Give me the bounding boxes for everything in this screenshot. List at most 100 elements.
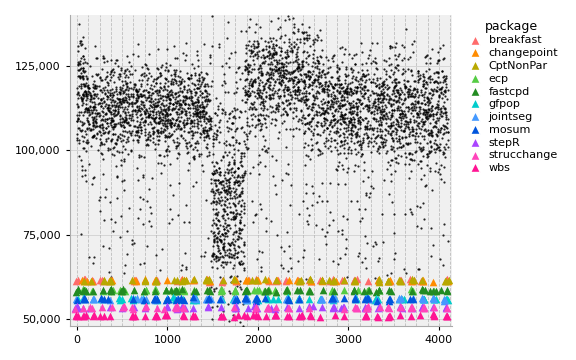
Point <box>293 97 302 103</box>
Point <box>338 102 347 108</box>
Point <box>433 80 442 86</box>
Point <box>441 305 450 310</box>
Point <box>121 80 130 85</box>
Point <box>146 82 156 88</box>
Point <box>253 297 263 303</box>
Point <box>84 119 93 125</box>
Point <box>214 218 223 224</box>
Point <box>255 111 264 117</box>
Point <box>101 186 110 192</box>
Point <box>391 121 400 127</box>
Point <box>362 67 372 73</box>
Point <box>356 141 365 147</box>
Point <box>422 128 431 134</box>
Point <box>137 124 146 130</box>
Point <box>435 86 444 91</box>
Point <box>432 60 441 66</box>
Point <box>294 296 304 301</box>
Point <box>252 21 261 27</box>
Point <box>288 68 297 74</box>
Point <box>393 117 402 123</box>
Point <box>353 109 362 115</box>
Point <box>260 148 270 154</box>
Point <box>372 148 381 154</box>
Point <box>293 79 302 85</box>
Point <box>382 71 391 77</box>
Point <box>367 183 376 189</box>
Point <box>137 130 146 136</box>
Point <box>358 77 367 83</box>
Point <box>329 278 338 284</box>
Point <box>404 161 413 167</box>
Point <box>79 305 88 311</box>
Point <box>90 83 100 89</box>
Point <box>79 121 88 127</box>
Point <box>206 60 215 66</box>
Point <box>250 76 259 82</box>
Point <box>236 159 245 165</box>
Point <box>363 123 372 129</box>
Point <box>338 44 347 50</box>
Point <box>239 241 248 247</box>
Point <box>230 151 239 157</box>
Point <box>442 313 452 319</box>
Point <box>338 277 347 283</box>
Point <box>206 83 215 89</box>
Point <box>81 89 90 95</box>
Point <box>420 305 429 311</box>
Point <box>307 116 316 122</box>
Point <box>135 112 145 118</box>
Point <box>262 77 271 83</box>
Point <box>167 124 176 130</box>
Point <box>385 313 395 319</box>
Point <box>330 81 339 87</box>
Point <box>168 107 177 113</box>
Point <box>82 92 91 98</box>
Point <box>431 104 441 110</box>
Point <box>168 81 177 87</box>
Point <box>131 97 141 103</box>
Point <box>301 103 310 108</box>
Point <box>344 109 354 115</box>
Point <box>308 107 317 113</box>
Point <box>384 123 393 129</box>
Point <box>340 89 350 94</box>
Point <box>120 120 129 125</box>
Point <box>103 90 112 95</box>
Point <box>312 131 321 137</box>
Point <box>399 121 408 126</box>
Point <box>90 118 100 124</box>
Point <box>389 107 399 113</box>
Point <box>131 278 140 283</box>
Point <box>191 296 200 302</box>
Point <box>204 276 214 282</box>
Point <box>321 54 331 60</box>
Point <box>404 134 413 139</box>
Point <box>190 120 199 126</box>
Point <box>298 58 307 64</box>
Point <box>316 54 325 60</box>
Point <box>420 107 429 112</box>
Point <box>177 105 187 111</box>
Point <box>87 99 96 105</box>
Point <box>437 95 446 101</box>
Point <box>179 99 188 104</box>
Point <box>291 91 300 97</box>
Point <box>332 81 342 87</box>
Point <box>309 131 318 136</box>
Point <box>433 58 442 63</box>
Point <box>71 314 81 319</box>
Point <box>90 104 100 109</box>
Point <box>234 243 243 248</box>
Point <box>396 295 406 301</box>
Point <box>442 305 451 310</box>
Point <box>127 149 136 154</box>
Point <box>202 88 211 94</box>
Point <box>155 92 164 98</box>
Point <box>223 188 233 194</box>
Point <box>441 78 450 84</box>
Point <box>120 67 130 73</box>
Point <box>421 183 430 189</box>
Point <box>247 116 256 122</box>
Point <box>331 166 340 172</box>
